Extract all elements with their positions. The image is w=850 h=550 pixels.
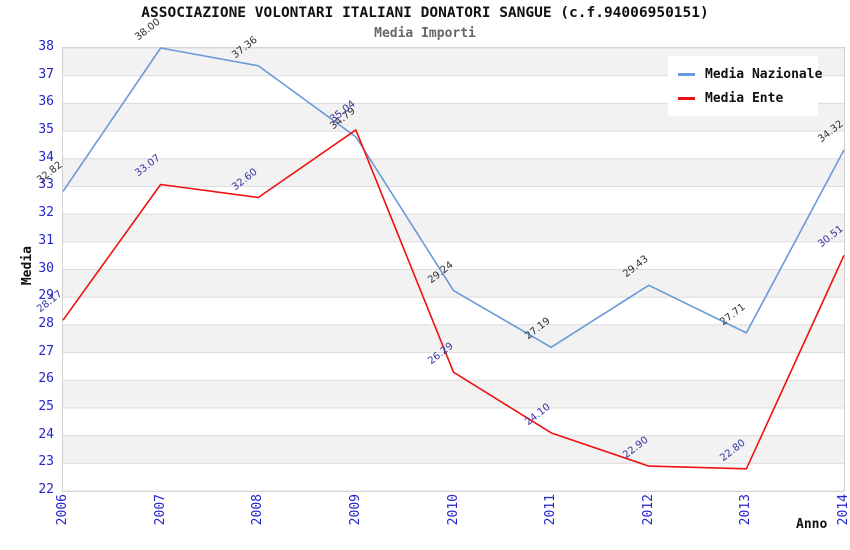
y-tick-label: 38: [38, 39, 54, 54]
y-tick-label: 24: [38, 426, 54, 442]
y-tick-label: 33: [38, 177, 54, 193]
background-band: [63, 269, 844, 298]
chart-canvas: [62, 47, 845, 492]
series-line-media-nazionale: [62, 47, 845, 349]
chart-subtitle: Media Importi: [374, 26, 476, 41]
background-band: [63, 324, 844, 353]
y-tick-label: 35: [38, 122, 54, 138]
x-tick-label: 2011: [543, 494, 559, 526]
y-tick-label: 32: [38, 205, 54, 221]
y-tick-label: 26: [38, 371, 54, 387]
y-tick-label: 34: [38, 149, 54, 165]
x-tick-label: 2013: [738, 494, 754, 526]
legend: Media Nazionale Media Ente: [668, 56, 822, 116]
y-tick-label: 31: [38, 232, 54, 248]
legend-line-marker: [678, 96, 695, 100]
legend-label: Media Nazionale: [705, 66, 823, 82]
legend-item: Media Nazionale: [678, 62, 822, 86]
x-tick-label: 2006: [55, 494, 70, 526]
y-tick-label: 36: [38, 94, 54, 110]
y-tick-label: 28: [38, 315, 54, 331]
x-tick-label: 2008: [250, 494, 266, 526]
x-tick-label: 2014: [836, 494, 850, 526]
y-tick-label: 27: [38, 343, 54, 359]
y-tick-label: 22: [38, 482, 54, 497]
background-band: [63, 380, 844, 408]
background-band: [63, 435, 844, 464]
legend-label: Media Ente: [705, 90, 784, 106]
background-band: [63, 158, 844, 187]
y-tick-label: 37: [38, 66, 54, 82]
plot-area: [62, 47, 845, 492]
x-axis-title: Anno: [796, 517, 828, 532]
x-tick-label: 2010: [445, 494, 461, 526]
y-tick-label: 23: [38, 454, 54, 470]
y-tick-label: 25: [38, 398, 54, 414]
background-band: [63, 214, 844, 242]
y-tick-label: 29: [38, 288, 54, 304]
legend-item: Media Ente: [678, 86, 818, 110]
y-tick-label: 30: [38, 260, 54, 276]
x-tick-label: 2012: [640, 494, 656, 526]
x-tick-label: 2009: [347, 494, 363, 526]
x-tick-label: 2007: [152, 494, 168, 526]
chart-title: ASSOCIAZIONE VOLONTARI ITALIANI DONATORI…: [141, 5, 709, 21]
series-line-media-ente: [62, 129, 845, 470]
legend-line-marker: [678, 72, 695, 76]
